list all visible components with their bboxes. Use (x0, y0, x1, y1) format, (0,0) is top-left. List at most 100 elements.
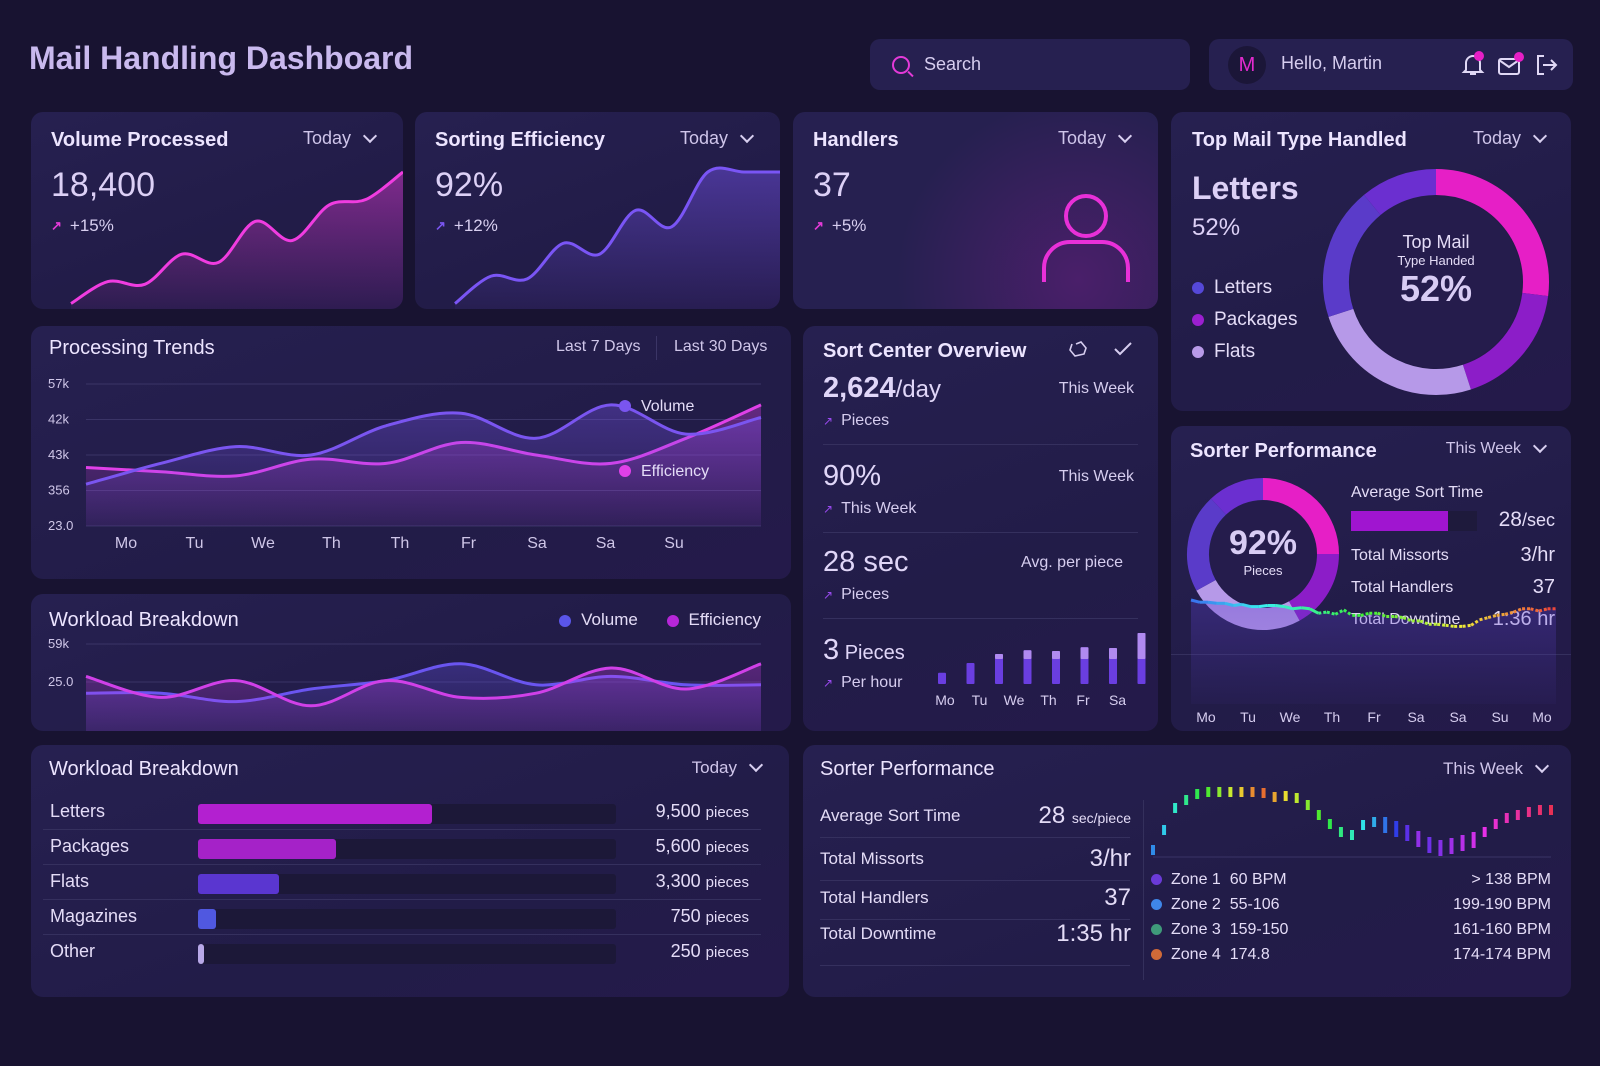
zone-bar (1504, 813, 1509, 823)
x-tick-label: Tu (972, 692, 988, 708)
period-dropdown[interactable]: This Week (1446, 438, 1548, 458)
user-bar: M Hello, Martin (1209, 39, 1573, 90)
bar-highlight (995, 654, 1003, 659)
zone-dot (1151, 874, 1162, 886)
trend-segment (1470, 618, 1481, 627)
sort-center-overview-panel: Sort Center Overview 2,624/day ↗ Pieces Thi… (803, 326, 1158, 731)
metric-period: This Week (1058, 468, 1134, 485)
trend-segment (1326, 610, 1336, 616)
zone-bar (1338, 827, 1343, 837)
y-tick-label: 42k (48, 412, 69, 427)
metric-period: Avg. per piece (1021, 554, 1123, 571)
zone-bar (1272, 792, 1277, 802)
trend-area (1191, 600, 1556, 704)
x-tick-label: Th (322, 535, 341, 552)
zone-bar (1515, 810, 1520, 820)
period-dropdown[interactable]: Today (1058, 128, 1133, 149)
workload-row: Other 250 pieces (31, 938, 789, 968)
donut-legend: Letters Packages Flats (1192, 272, 1297, 368)
workload-row: Letters 9,500 pieces (31, 798, 789, 828)
search-input[interactable]: Search (870, 39, 1190, 90)
x-tick-label: We (251, 535, 275, 552)
period-dropdown[interactable]: Today (680, 128, 755, 149)
trend-segment (1334, 608, 1345, 616)
donut-segment (1262, 478, 1339, 555)
metric-value: 3 Pieces (823, 634, 905, 666)
period-dropdown[interactable]: This Week (1443, 758, 1550, 779)
trend-up-icon: ↗ (51, 218, 62, 233)
tab-last-30-days[interactable]: Last 30 Days (674, 338, 768, 355)
bar-fill (198, 944, 205, 964)
zone-right: 199-190 BPM (1453, 896, 1551, 913)
zone-bar (1405, 825, 1410, 841)
metric-period: This Week (1058, 380, 1134, 397)
chevron-down-icon (748, 757, 764, 773)
stat-label: Total Handlers (1351, 579, 1454, 596)
zone-bar (1283, 791, 1288, 801)
greeting: Hello, Martin (1281, 53, 1383, 73)
logout-icon[interactable] (1535, 53, 1559, 77)
y-tick-label: 57k (48, 376, 69, 391)
period-label: Today (1472, 128, 1521, 148)
zone-bar (1361, 820, 1366, 830)
bar-highlight (1080, 647, 1089, 659)
zone-bar (1537, 805, 1542, 815)
check-icon[interactable] (1113, 340, 1133, 358)
zone-bar (1416, 831, 1421, 847)
avg-sort-value: 28/sec (1498, 508, 1555, 531)
trend-segment (1496, 612, 1506, 617)
card-value: 92% (435, 166, 504, 204)
x-tick-label: Fr (1367, 709, 1381, 725)
panel-title: Sorter Performance (1190, 440, 1377, 462)
legend-dot (619, 400, 631, 412)
bell-icon[interactable] (1461, 51, 1485, 78)
zone-bar (1151, 845, 1155, 855)
processing-trends-panel: Processing Trends Last 7 Days Last 30 Da… (31, 326, 791, 579)
period-dropdown[interactable]: Today (692, 757, 764, 778)
top-type-percent: 52% (1192, 214, 1241, 241)
stat-value: 3/hr (1089, 845, 1131, 872)
period-dropdown[interactable]: Today (303, 128, 378, 149)
zone-bar (1294, 793, 1299, 803)
legend-dot (1192, 345, 1204, 358)
donut-center-line1: Top Mail (1402, 232, 1470, 252)
stat-label: Total Downtime (820, 924, 937, 943)
trend-segment (1487, 613, 1497, 620)
person-icon (1042, 194, 1130, 282)
trend-up-icon: ↗ (823, 502, 834, 516)
zone-bar-chart (1151, 787, 1553, 858)
x-tick-label: Sa (596, 535, 616, 552)
efficiency-sparkline (454, 166, 780, 309)
tab-last-7-days[interactable]: Last 7 Days (556, 338, 641, 355)
stat-label: Total Handlers (820, 888, 929, 907)
zone-dot (1151, 924, 1162, 936)
trend-segment (1394, 615, 1404, 620)
metric-value: 2,624/day (823, 372, 941, 404)
avatar[interactable]: M (1228, 46, 1266, 84)
workload-breakdown-panel: Workload Breakdown Today Letters 9,500 pi… (31, 745, 789, 997)
donut-segment (1187, 498, 1227, 591)
zone-dot (1151, 899, 1162, 911)
zone-bar (1394, 821, 1399, 837)
period-dropdown[interactable]: Today (1472, 128, 1548, 149)
zone-bar (1471, 832, 1476, 848)
trend-segment (1190, 598, 1200, 604)
y-tick-label: 59k (48, 636, 69, 651)
zone-bar (1383, 817, 1388, 833)
processing-trends-chart: 57k 42k 43k 356 23.0 Mo Tu We Th Th Fr Sa Sa Su Volume… (48, 376, 762, 552)
row-value: 5,600 pieces (655, 836, 749, 856)
refresh-icon[interactable] (1068, 340, 1088, 358)
bar-track (198, 804, 616, 824)
donut-segment (1462, 292, 1549, 390)
sparkline-line (70, 170, 403, 305)
row-label: Flats (50, 871, 90, 891)
x-tick-label: Mo (1532, 709, 1552, 725)
zone-right: > 138 BPM (1471, 871, 1551, 888)
zone-bar (1350, 830, 1354, 840)
y-tick-label: 23.0 (48, 518, 73, 533)
card-title: Volume Processed (51, 129, 229, 151)
mail-icon[interactable] (1497, 52, 1525, 78)
stat-value: 37 (1532, 576, 1555, 598)
donut-hole (1210, 501, 1316, 607)
row-label: Magazines (50, 906, 138, 926)
